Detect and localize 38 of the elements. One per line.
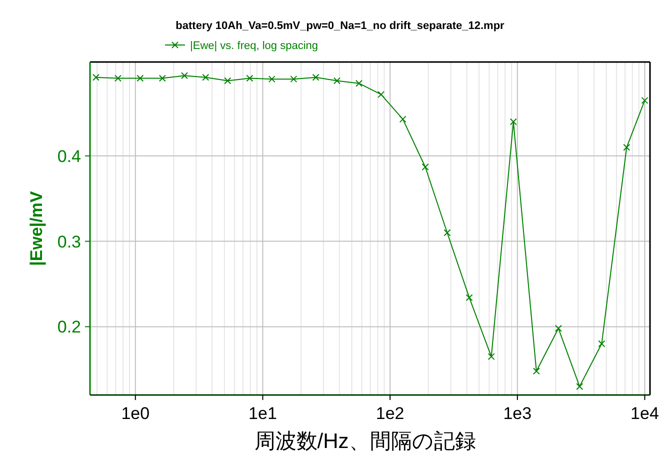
y-tick-label: 0.3 bbox=[57, 232, 81, 252]
x-axis-title: 周波数/Hz、間隔の記録 bbox=[254, 430, 476, 453]
point bbox=[312, 74, 320, 81]
point bbox=[224, 77, 232, 84]
point bbox=[598, 340, 606, 348]
chart-title: battery 10Ah_Va=0.5mV_pw=0_Na=1_no drift_separate_12.mpr bbox=[176, 20, 506, 32]
point bbox=[202, 74, 210, 81]
point bbox=[444, 229, 451, 236]
point bbox=[92, 74, 100, 81]
x-tick-label: 1e1 bbox=[248, 404, 277, 423]
point bbox=[422, 164, 429, 171]
point bbox=[378, 90, 385, 98]
point bbox=[333, 77, 340, 84]
point bbox=[641, 96, 648, 104]
point bbox=[158, 74, 166, 82]
x-tick-label: 1e2 bbox=[376, 404, 404, 423]
point bbox=[532, 368, 540, 375]
x-tick-label: 1e0 bbox=[121, 404, 150, 423]
point bbox=[399, 116, 406, 123]
y-tick-label: 0.2 bbox=[57, 318, 81, 337]
point bbox=[488, 353, 495, 360]
y-axis-title: |Ewe|/mV bbox=[27, 190, 46, 266]
point bbox=[290, 76, 298, 83]
point bbox=[114, 74, 122, 82]
legend: |Ewe| vs. freq, log spacing bbox=[164, 40, 318, 52]
point bbox=[268, 76, 276, 83]
point bbox=[181, 72, 188, 80]
point bbox=[576, 382, 584, 390]
point bbox=[466, 294, 473, 302]
point bbox=[136, 74, 144, 82]
point bbox=[246, 74, 254, 82]
point bbox=[355, 80, 362, 87]
x-tick-label: 1e4 bbox=[630, 404, 659, 423]
y-tick-label: 0.4 bbox=[57, 146, 81, 166]
point bbox=[554, 324, 562, 332]
x-tick-label: 1e3 bbox=[503, 404, 532, 423]
legend-label: |Ewe| vs. freq, log spacing bbox=[190, 40, 318, 52]
point bbox=[510, 118, 517, 126]
